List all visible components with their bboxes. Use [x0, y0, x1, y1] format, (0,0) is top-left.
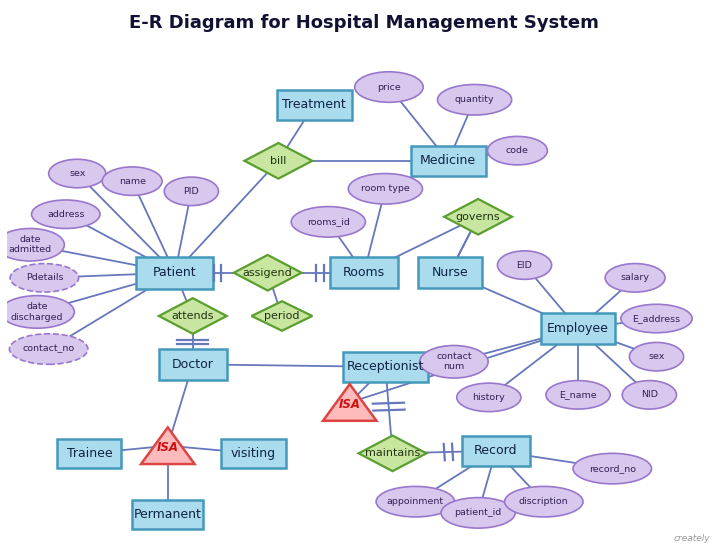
- Text: patient_id: patient_id: [454, 508, 502, 518]
- Text: Nurse: Nurse: [431, 266, 468, 279]
- Text: date
admitted: date admitted: [9, 235, 52, 254]
- Polygon shape: [141, 427, 194, 464]
- Text: sex: sex: [69, 169, 85, 178]
- FancyBboxPatch shape: [58, 439, 122, 468]
- Text: period: period: [264, 311, 300, 321]
- Polygon shape: [252, 301, 312, 331]
- Ellipse shape: [438, 85, 512, 115]
- Polygon shape: [444, 199, 512, 234]
- Polygon shape: [245, 143, 312, 179]
- FancyBboxPatch shape: [159, 349, 226, 379]
- Text: contact_no: contact_no: [23, 345, 75, 353]
- FancyBboxPatch shape: [277, 90, 352, 120]
- Text: bill: bill: [270, 156, 287, 166]
- Text: Pdetails: Pdetails: [25, 273, 63, 283]
- Text: rooms_id: rooms_id: [307, 217, 349, 226]
- Text: governs: governs: [456, 212, 500, 222]
- Polygon shape: [323, 384, 376, 421]
- Ellipse shape: [497, 251, 552, 279]
- Text: ISA: ISA: [339, 398, 361, 411]
- Text: appoinment: appoinment: [387, 497, 444, 506]
- Ellipse shape: [102, 167, 162, 195]
- Text: ISA: ISA: [157, 441, 179, 454]
- Ellipse shape: [31, 200, 100, 228]
- Text: address: address: [47, 210, 84, 219]
- Ellipse shape: [546, 380, 610, 409]
- FancyBboxPatch shape: [411, 145, 486, 176]
- Text: Employee: Employee: [547, 322, 609, 335]
- Text: attends: attends: [172, 311, 214, 321]
- Text: Receptionist: Receptionist: [347, 361, 424, 373]
- Text: E_name: E_name: [559, 390, 597, 399]
- Ellipse shape: [505, 487, 583, 517]
- Title: E-R Diagram for Hospital Management System: E-R Diagram for Hospital Management Syst…: [129, 14, 599, 32]
- Text: assigend: assigend: [243, 268, 293, 278]
- Ellipse shape: [355, 72, 423, 102]
- Text: sex: sex: [649, 352, 665, 361]
- Ellipse shape: [291, 207, 365, 237]
- Ellipse shape: [0, 296, 74, 328]
- FancyBboxPatch shape: [462, 436, 530, 466]
- Text: code: code: [506, 146, 529, 155]
- Ellipse shape: [9, 334, 88, 364]
- Text: Treatment: Treatment: [282, 98, 346, 111]
- Ellipse shape: [630, 342, 684, 371]
- Ellipse shape: [165, 177, 218, 206]
- Ellipse shape: [376, 487, 454, 517]
- Text: maintains: maintains: [365, 448, 420, 458]
- FancyBboxPatch shape: [330, 258, 398, 288]
- Text: Permanent: Permanent: [134, 508, 202, 521]
- Text: room type: room type: [361, 184, 410, 194]
- Ellipse shape: [605, 264, 665, 292]
- Ellipse shape: [10, 264, 79, 292]
- Text: Patient: Patient: [153, 266, 197, 279]
- Ellipse shape: [456, 383, 521, 411]
- Text: Rooms: Rooms: [343, 266, 385, 279]
- Ellipse shape: [621, 304, 692, 333]
- Text: NID: NID: [641, 390, 658, 399]
- Ellipse shape: [0, 228, 64, 261]
- Text: history: history: [472, 393, 505, 402]
- FancyBboxPatch shape: [221, 439, 285, 468]
- Text: salary: salary: [620, 273, 649, 283]
- Text: price: price: [377, 82, 401, 92]
- Ellipse shape: [488, 137, 547, 165]
- Text: creately: creately: [673, 534, 710, 544]
- Ellipse shape: [348, 174, 422, 204]
- Text: Record: Record: [474, 444, 518, 457]
- Polygon shape: [359, 436, 427, 471]
- FancyBboxPatch shape: [418, 258, 482, 288]
- Text: E_address: E_address: [633, 314, 681, 323]
- Text: Doctor: Doctor: [172, 358, 214, 371]
- Text: record_no: record_no: [589, 464, 636, 473]
- Text: discription: discription: [519, 497, 569, 506]
- Text: quantity: quantity: [455, 95, 494, 105]
- Ellipse shape: [622, 380, 676, 409]
- Text: PID: PID: [183, 187, 199, 196]
- FancyBboxPatch shape: [541, 313, 615, 345]
- Text: contact
num: contact num: [436, 352, 472, 372]
- Ellipse shape: [419, 346, 488, 378]
- Text: EID: EID: [517, 260, 532, 270]
- Text: name: name: [119, 176, 146, 186]
- FancyBboxPatch shape: [132, 500, 204, 529]
- Polygon shape: [234, 255, 301, 290]
- FancyBboxPatch shape: [343, 352, 428, 382]
- FancyBboxPatch shape: [136, 257, 213, 289]
- Polygon shape: [159, 298, 226, 334]
- Ellipse shape: [441, 498, 515, 528]
- Ellipse shape: [573, 453, 652, 484]
- Text: Trainee: Trainee: [66, 447, 112, 460]
- Text: Medicine: Medicine: [420, 154, 476, 168]
- Text: date
discharged: date discharged: [11, 302, 63, 322]
- Text: visiting: visiting: [231, 447, 276, 460]
- Ellipse shape: [49, 159, 106, 188]
